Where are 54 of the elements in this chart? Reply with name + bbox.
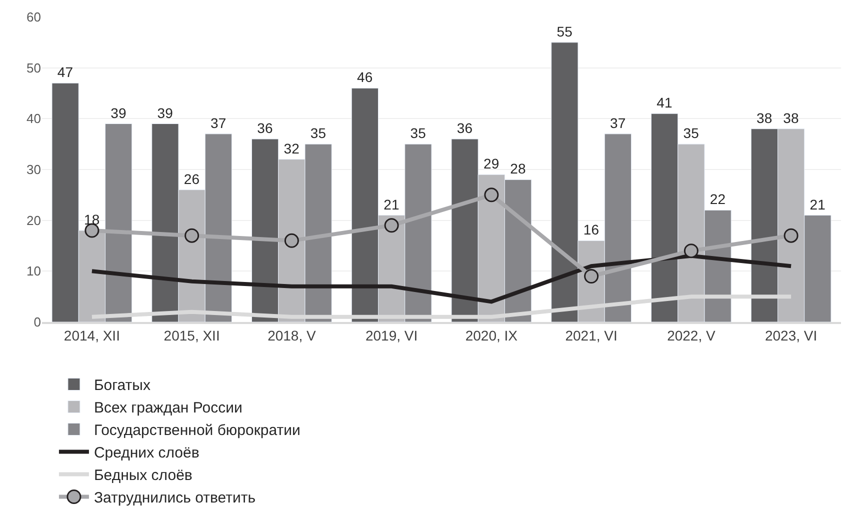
point: [684, 244, 698, 258]
y-tick-label: 10: [26, 264, 41, 279]
data-label: 18: [84, 212, 100, 228]
data-label: 46: [357, 69, 373, 86]
data-label: 21: [384, 196, 400, 212]
y-tick-label: 60: [26, 10, 41, 25]
data-label: 37: [210, 114, 226, 131]
x-tick-label: 2019, VI: [365, 328, 418, 344]
x-tick-label: 2015, XII: [164, 328, 220, 344]
data-label: 21: [810, 196, 826, 212]
y-tick-label: 0: [34, 314, 41, 330]
data-label: 39: [110, 104, 126, 121]
point: [184, 228, 200, 243]
legend-label: Затруднились ответить: [94, 490, 256, 507]
data-label: 36: [257, 120, 273, 136]
data-label: 55: [556, 23, 573, 40]
data-label: 16: [583, 222, 600, 238]
point: [784, 228, 798, 243]
y-tick-label: 50: [26, 60, 41, 76]
y-tick-label: 40: [26, 111, 41, 126]
x-tick-label: 2021, VI: [565, 328, 618, 344]
data-label: 38: [783, 110, 799, 126]
data-label: 47: [57, 64, 74, 80]
x-tick-label: 2014, XII: [64, 328, 120, 344]
line-series: [90, 294, 794, 319]
legend-label: Средних слоёв: [94, 444, 200, 462]
y-tick-label: 30: [26, 162, 41, 178]
data-label: 35: [410, 125, 426, 142]
data-label: 41: [656, 94, 672, 111]
legend-label: Всех граждан России: [94, 400, 242, 417]
data-label: 37: [610, 114, 626, 131]
point: [584, 269, 599, 284]
point: [384, 218, 399, 233]
point: [284, 233, 299, 248]
data-label: 38: [756, 110, 772, 126]
data-label: 32: [284, 140, 300, 156]
data-label: 35: [310, 125, 326, 142]
data-label: 28: [510, 160, 526, 177]
data-label: 26: [184, 170, 200, 187]
point: [84, 223, 100, 238]
data-label: 29: [484, 156, 500, 172]
legend-label: Государственной бюрократии: [94, 422, 300, 440]
x-tick-label: 2023, VI: [764, 328, 818, 344]
legend-label: Богатых: [94, 377, 151, 394]
x-tick-label: 2018, V: [268, 328, 316, 344]
point: [484, 188, 499, 202]
x-tick-label: 2020, IX: [465, 328, 518, 344]
data-label: 35: [683, 125, 700, 142]
data-label: 36: [456, 120, 473, 136]
legend-label: Бедных слоёв: [94, 467, 192, 484]
x-tick-label: 2022, V: [667, 328, 716, 344]
y-tick-label: 20: [26, 212, 41, 228]
data-label: 39: [157, 104, 174, 121]
data-label: 22: [710, 191, 726, 208]
